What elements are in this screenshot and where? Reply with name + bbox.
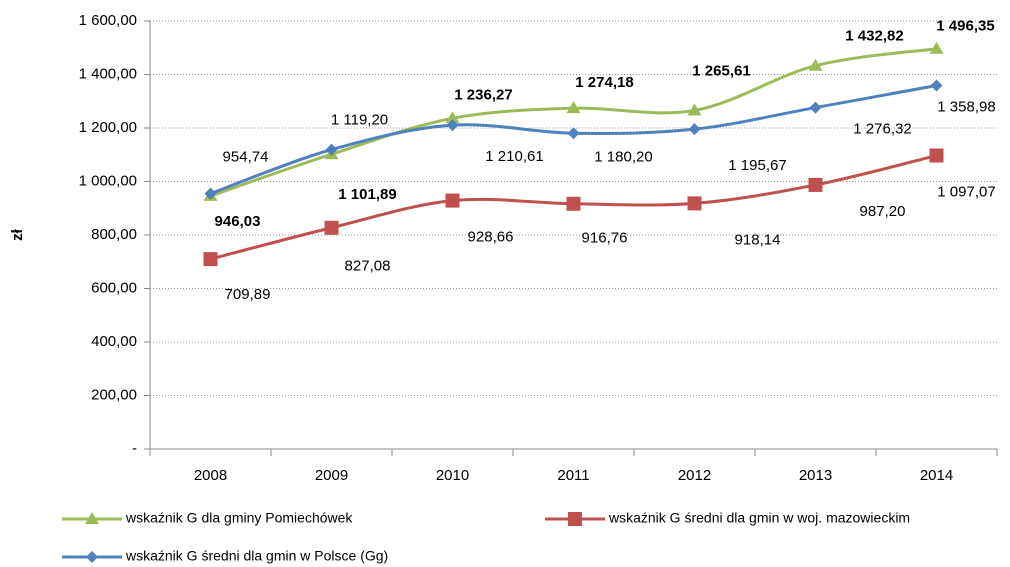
- data-point: [446, 119, 459, 132]
- legend-marker: [86, 551, 98, 563]
- data-point: [566, 196, 581, 211]
- data-label: 954,74: [223, 149, 269, 166]
- x-tick-label: 2008: [194, 467, 227, 484]
- data-point: [808, 58, 823, 71]
- y-tick-label: 200,00: [91, 386, 137, 403]
- data-label: 1 119,20: [331, 112, 388, 129]
- data-point: [930, 79, 943, 92]
- x-tick-label: 2013: [799, 467, 832, 484]
- y-tick-label: 1 600,00: [79, 12, 137, 29]
- x-tick-label: 2010: [436, 467, 469, 484]
- data-point: [687, 196, 702, 211]
- data-label: 1 276,32: [853, 121, 911, 138]
- data-label: 1 180,20: [594, 148, 652, 165]
- data-label: 1 358,98: [937, 98, 995, 115]
- legend-marker: [85, 512, 99, 524]
- data-point: [203, 252, 218, 267]
- data-label: 1 236,27: [454, 86, 512, 103]
- data-label: 1 195,67: [728, 157, 786, 174]
- y-tick-label: 600,00: [91, 279, 137, 296]
- data-label: 987,20: [860, 203, 906, 220]
- data-label: 1 101,89: [338, 186, 396, 203]
- data-label: 709,89: [225, 286, 271, 303]
- legend-label: wskaźnik G dla gminy Pomiechówek: [125, 510, 353, 526]
- data-point: [566, 101, 581, 114]
- y-tick-label: 1 200,00: [79, 119, 137, 136]
- data-point: [325, 143, 338, 156]
- y-tick-label: 1 000,00: [79, 172, 137, 189]
- data-point: [204, 187, 217, 200]
- data-label: 1 496,35: [936, 18, 994, 35]
- legend-label: wskaźnik G średni dla gmin w Polsce (Gg): [125, 548, 388, 564]
- y-tick-label: -: [132, 440, 137, 457]
- data-label: 1 097,07: [937, 184, 995, 201]
- x-tick-label: 2012: [678, 467, 711, 484]
- legend-marker: [568, 512, 582, 526]
- data-label: 946,03: [215, 213, 261, 230]
- data-point: [809, 101, 822, 114]
- y-tick-label: 1 400,00: [79, 65, 137, 82]
- data-point: [445, 111, 460, 124]
- data-point: [929, 148, 944, 163]
- data-label: 1 210,61: [485, 148, 543, 165]
- data-point: [808, 177, 823, 192]
- y-axis-label: zł: [9, 228, 26, 241]
- data-label: 827,08: [345, 258, 391, 275]
- series-line: [210, 47, 937, 198]
- data-label: 916,76: [582, 230, 628, 247]
- data-point: [445, 193, 460, 208]
- y-tick-label: 400,00: [91, 333, 137, 350]
- data-point: [324, 220, 339, 235]
- data-label: 1 265,61: [692, 62, 750, 79]
- data-label: 928,66: [468, 229, 514, 246]
- data-label: 1 274,18: [575, 74, 633, 91]
- data-label: 1 432,82: [845, 28, 903, 45]
- data-point: [567, 127, 580, 140]
- data-point: [688, 123, 701, 136]
- data-point: [687, 103, 702, 116]
- legend-label: wskaźnik G średni dla gmin w woj. mazowi…: [608, 510, 910, 526]
- x-tick-label: 2009: [315, 467, 348, 484]
- x-tick-label: 2014: [920, 467, 953, 484]
- data-label: 918,14: [735, 231, 781, 248]
- x-tick-label: 2011: [557, 467, 589, 484]
- y-tick-label: 800,00: [91, 226, 137, 243]
- data-point: [929, 41, 944, 54]
